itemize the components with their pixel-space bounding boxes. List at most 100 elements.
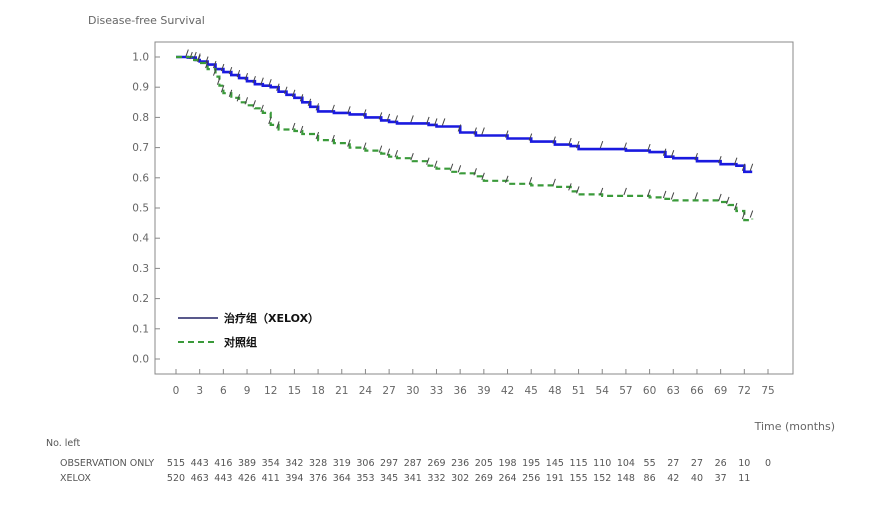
risk-value: 342 [285, 458, 303, 469]
x-tick-label: 63 [667, 385, 680, 397]
y-tick-label: 0.5 [132, 203, 149, 215]
x-tick-label: 3 [196, 385, 203, 397]
risk-value: 364 [333, 473, 351, 484]
censor-mark [331, 104, 335, 113]
risk-value: 148 [617, 473, 635, 484]
x-tick-label: 36 [453, 385, 467, 397]
risk-value: 198 [498, 458, 516, 469]
censor-mark [244, 97, 249, 105]
risk-value: 287 [404, 458, 422, 469]
censor-mark [197, 54, 201, 63]
y-tick-label: 0.3 [132, 263, 149, 275]
censor-mark [670, 192, 675, 200]
x-tick-label: 18 [311, 385, 324, 397]
censor-mark [741, 163, 746, 171]
risk-row-label: XELOX [60, 473, 91, 484]
censor-mark [228, 89, 233, 97]
censor-mark [299, 125, 304, 134]
risk-value: 297 [380, 458, 398, 469]
censor-mark [599, 140, 604, 149]
censor-mark [216, 77, 221, 85]
risk-value: 0 [765, 458, 771, 469]
censor-mark [473, 168, 477, 176]
censor-mark [220, 85, 225, 93]
censor-mark [291, 89, 296, 97]
risk-value: 269 [427, 458, 445, 469]
risk-value: 345 [380, 473, 398, 484]
censor-mark [528, 133, 533, 141]
x-tick-label: 60 [643, 385, 656, 397]
censor-mark [189, 51, 193, 60]
censor-mark [733, 202, 738, 211]
censor-mark [299, 94, 304, 102]
legend-item: 对照组 [178, 335, 257, 349]
y-tick-label: 0.8 [132, 112, 149, 124]
x-tick-label: 24 [359, 385, 373, 397]
censor-mark [236, 94, 241, 102]
censor-mark [284, 86, 288, 94]
censor-mark [718, 156, 722, 164]
risk-value: 104 [617, 458, 635, 469]
risk-value: 110 [593, 458, 611, 469]
risk-value: 86 [644, 473, 656, 484]
series-xelox [176, 49, 754, 174]
series-line [176, 55, 753, 174]
censor-mark [205, 60, 209, 69]
legend: 治疗组（XELOX） 对照组 [178, 311, 319, 349]
x-tick-label: 33 [430, 385, 443, 397]
risk-value: 394 [285, 473, 303, 484]
censor-mark [473, 127, 477, 135]
censor-mark [662, 190, 667, 199]
risk-value: 376 [309, 473, 327, 484]
risk-value: 11 [738, 473, 750, 484]
legend-label: 对照组 [224, 335, 257, 349]
censor-mark [623, 187, 627, 196]
censor-mark [670, 150, 675, 158]
x-tick-label: 27 [382, 385, 395, 397]
censor-mark [315, 131, 320, 140]
y-tick-label: 0.6 [132, 172, 149, 184]
x-tick-label: 9 [244, 385, 251, 397]
risk-value: 40 [691, 473, 703, 484]
risk-value: 191 [546, 473, 564, 484]
censor-mark [268, 79, 272, 87]
censor-mark [291, 122, 296, 131]
risk-value: 520 [167, 473, 185, 484]
censor-mark [236, 69, 241, 78]
censor-mark [505, 175, 509, 184]
censor-mark [749, 163, 754, 171]
x-tick-label: 0 [173, 385, 180, 397]
censor-mark [260, 77, 264, 85]
censor-mark [457, 165, 462, 173]
risk-value: 115 [569, 458, 587, 469]
censor-mark [662, 148, 667, 156]
x-tick-label: 51 [572, 385, 585, 397]
x-tick-label: 21 [335, 385, 348, 397]
risk-value: 332 [427, 473, 445, 484]
risk-value: 256 [522, 473, 540, 484]
censor-mark [434, 160, 438, 168]
censor-mark [694, 192, 698, 200]
censor-mark [252, 76, 256, 84]
risk-value: 10 [738, 458, 750, 469]
risk-value: 236 [451, 458, 469, 469]
y-tick-label: 0.1 [132, 323, 149, 335]
censor-mark [481, 172, 485, 180]
risk-value: 27 [667, 458, 679, 469]
risk-value: 353 [356, 473, 374, 484]
censor-mark [228, 66, 233, 75]
censor-mark [568, 183, 572, 191]
x-tick-label: 72 [738, 385, 751, 397]
risk-value: 319 [333, 458, 351, 469]
censor-mark [276, 121, 280, 129]
censor-mark [718, 193, 722, 202]
risk-value: 27 [691, 458, 703, 469]
risk-value: 426 [238, 473, 256, 484]
series-layer [176, 49, 754, 222]
censor-mark [386, 113, 391, 122]
censor-mark [212, 68, 217, 76]
risk-value: 306 [356, 458, 374, 469]
risk-row: XELOX 520 463 443 426 411 394 376 364 353 345 341 33… [60, 473, 750, 484]
censor-mark [193, 51, 197, 60]
